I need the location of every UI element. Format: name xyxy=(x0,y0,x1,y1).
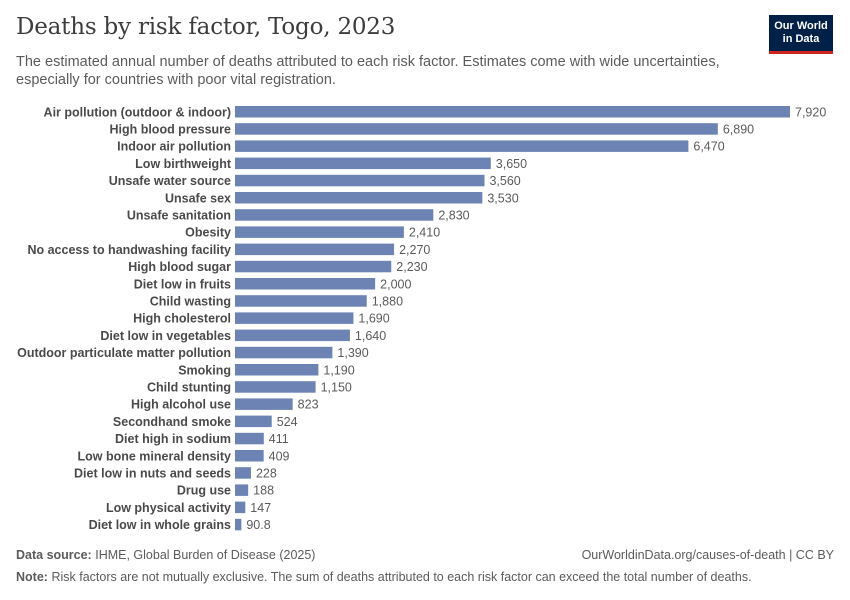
value-label: 3,560 xyxy=(489,174,520,188)
category-label: Diet low in nuts and seeds xyxy=(74,466,231,480)
value-label: 188 xyxy=(253,484,274,498)
bar[interactable] xyxy=(235,192,483,204)
note-text: Risk factors are not mutually exclusive.… xyxy=(51,570,752,584)
value-label: 2,230 xyxy=(396,260,427,274)
category-label: Outdoor particulate matter pollution xyxy=(17,346,231,360)
value-label: 1,190 xyxy=(323,363,354,377)
value-label: 2,000 xyxy=(380,277,411,291)
value-label: 2,410 xyxy=(409,226,440,240)
value-label: 3,530 xyxy=(487,191,518,205)
category-label: Low birthweight xyxy=(135,157,232,171)
note-label: Note: xyxy=(16,570,48,584)
category-label: High cholesterol xyxy=(133,312,231,326)
category-label: Child wasting xyxy=(150,294,231,308)
logo-line-2: in Data xyxy=(782,33,820,45)
bar-chart: Air pollution (outdoor & indoor) 7,920 Hig… xyxy=(17,105,826,532)
value-label: 228 xyxy=(256,466,277,480)
category-label: Unsafe sanitation xyxy=(127,208,231,222)
source-url[interactable]: OurWorldinData.org/causes-of-death | CC … xyxy=(581,548,834,562)
category-label: Unsafe water source xyxy=(109,174,231,188)
category-label: Secondhand smoke xyxy=(113,415,231,429)
bar[interactable] xyxy=(235,106,790,118)
value-label: 1,150 xyxy=(321,380,352,394)
category-label: Indoor air pollution xyxy=(117,140,231,154)
owid-logo[interactable]: Our World in Data xyxy=(769,15,833,54)
bar[interactable] xyxy=(235,364,319,376)
bar[interactable] xyxy=(235,398,293,410)
bar[interactable] xyxy=(235,260,392,273)
bar[interactable] xyxy=(235,415,272,428)
bar[interactable] xyxy=(235,140,689,152)
value-label: 1,880 xyxy=(372,294,403,308)
bar[interactable] xyxy=(235,432,264,445)
bar[interactable] xyxy=(235,467,251,479)
bar[interactable] xyxy=(235,518,242,531)
chart-subtitle: The estimated annual number of deaths at… xyxy=(16,54,720,88)
bar[interactable] xyxy=(235,209,434,221)
category-label: Diet low in fruits xyxy=(134,277,231,291)
value-label: 1,640 xyxy=(355,329,386,343)
footer-source-row: Data source: IHME, Global Burden of Dise… xyxy=(16,548,834,562)
bar[interactable] xyxy=(235,501,246,514)
category-label: Child stunting xyxy=(147,380,231,394)
category-label: Drug use xyxy=(177,484,231,498)
category-label: Unsafe sex xyxy=(165,191,231,205)
bar[interactable] xyxy=(235,157,491,170)
value-label: 1,690 xyxy=(358,312,389,326)
value-label: 409 xyxy=(269,449,290,463)
value-label: 2,830 xyxy=(438,208,469,222)
value-label: 411 xyxy=(269,432,289,446)
bar[interactable] xyxy=(235,484,249,496)
data-source-label: Data source: xyxy=(16,548,92,562)
category-label: High alcohol use xyxy=(131,398,231,412)
bar[interactable] xyxy=(235,381,316,393)
category-label: Diet low in whole grains xyxy=(89,518,231,532)
value-label: 1,390 xyxy=(337,346,368,360)
bar[interactable] xyxy=(235,278,376,290)
category-label: Air pollution (outdoor & indoor) xyxy=(44,105,231,119)
bar[interactable] xyxy=(235,243,395,256)
category-label: Diet low in vegetables xyxy=(100,329,231,343)
value-label: 823 xyxy=(298,398,319,412)
category-label: High blood sugar xyxy=(128,260,231,274)
value-label: 524 xyxy=(277,415,298,429)
data-source-text[interactable]: IHME, Global Burden of Disease (2025) xyxy=(95,548,316,562)
bar[interactable] xyxy=(235,174,485,187)
bar[interactable] xyxy=(235,450,264,462)
bar[interactable] xyxy=(235,226,404,238)
bar[interactable] xyxy=(235,295,367,307)
chart-title: Deaths by risk factor, Togo, 2023 xyxy=(16,14,396,40)
bar[interactable] xyxy=(235,346,333,359)
category-label: Low bone mineral density xyxy=(78,449,232,463)
category-label: No access to handwashing facility xyxy=(27,243,231,257)
value-label: 6,470 xyxy=(693,140,724,154)
data-source: Data source: IHME, Global Burden of Dise… xyxy=(16,548,315,562)
value-label: 2,270 xyxy=(399,243,430,257)
category-label: High blood pressure xyxy=(109,122,231,136)
footer-note: Note: Risk factors are not mutually excl… xyxy=(16,570,834,584)
category-label: Smoking xyxy=(178,363,231,377)
category-label: Obesity xyxy=(185,226,231,240)
value-label: 147 xyxy=(250,501,271,515)
bar[interactable] xyxy=(235,123,718,135)
category-label: Low physical activity xyxy=(106,501,231,515)
bar[interactable] xyxy=(235,329,350,342)
value-label: 6,890 xyxy=(723,122,754,136)
category-label: Diet high in sodium xyxy=(115,432,231,446)
bar[interactable] xyxy=(235,312,354,324)
logo-line-1: Our World xyxy=(774,20,828,32)
value-label: 90.8 xyxy=(246,518,270,532)
value-label: 3,650 xyxy=(496,157,527,171)
value-label: 7,920 xyxy=(795,105,826,119)
